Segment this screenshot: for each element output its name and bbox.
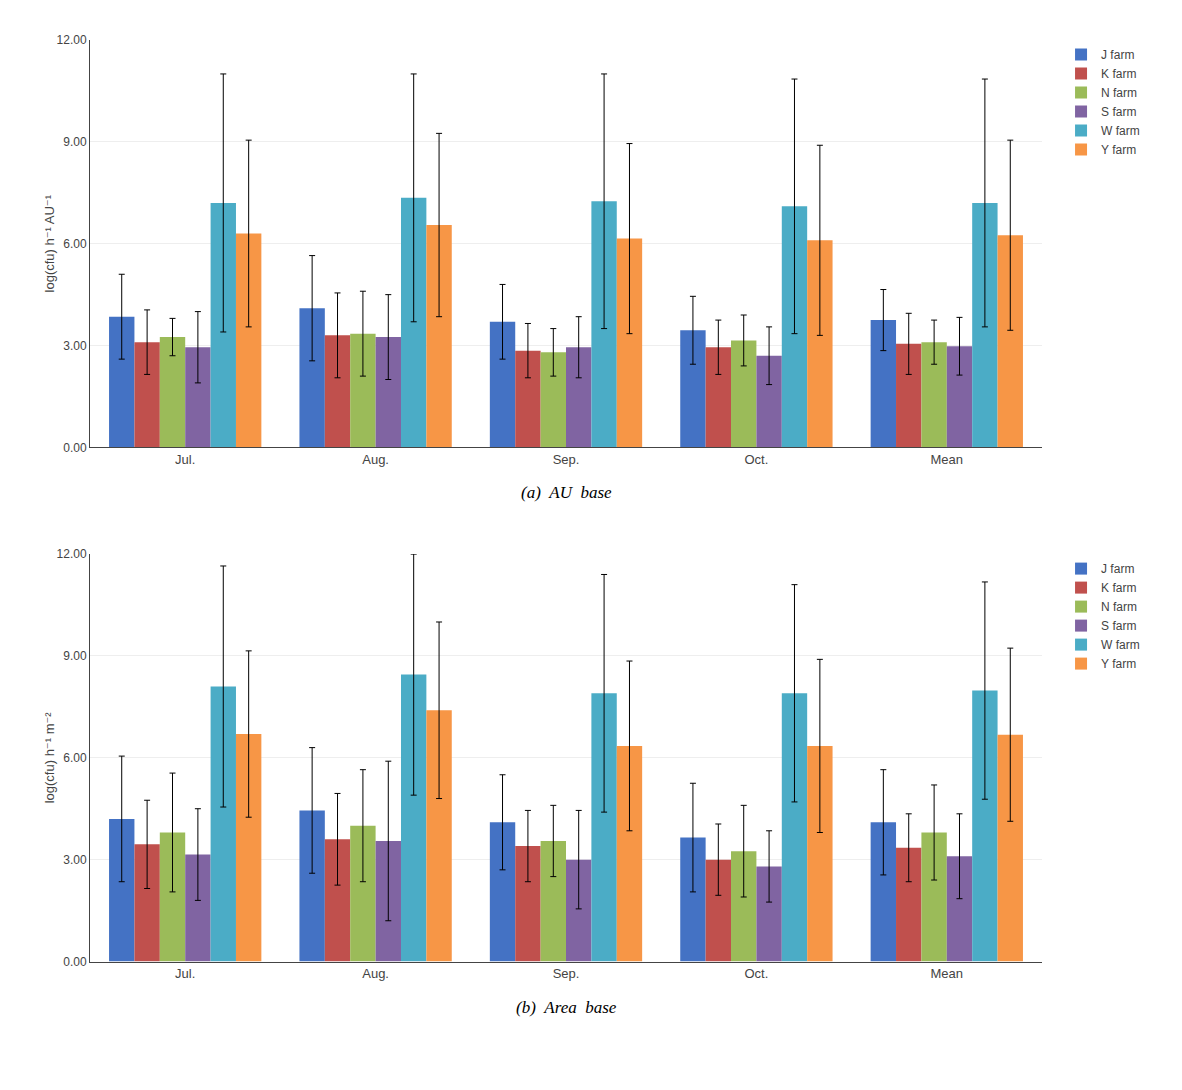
svg-text:9.00: 9.00: [63, 135, 87, 149]
svg-text:N farm: N farm: [1101, 600, 1137, 614]
svg-text:Sep.: Sep.: [553, 966, 580, 981]
svg-text:12.00: 12.00: [57, 547, 87, 561]
svg-text:W farm: W farm: [1101, 638, 1140, 652]
svg-text:Oct.: Oct.: [744, 452, 768, 467]
svg-text:(a) AU base: (a) AU base: [521, 483, 612, 502]
svg-text:12.00: 12.00: [57, 33, 87, 47]
svg-text:S farm: S farm: [1101, 105, 1136, 119]
svg-text:log(cfu) h⁻¹ AU⁻¹: log(cfu) h⁻¹ AU⁻¹: [42, 194, 57, 292]
svg-text:3.00: 3.00: [63, 339, 87, 353]
svg-text:Jul.: Jul.: [175, 452, 195, 467]
svg-text:J farm: J farm: [1101, 562, 1134, 576]
svg-text:Y farm: Y farm: [1101, 657, 1136, 671]
svg-text:log(cfu) h⁻¹ m⁻²: log(cfu) h⁻¹ m⁻²: [42, 712, 57, 804]
svg-text:Y farm: Y farm: [1101, 143, 1136, 157]
svg-text:Sep.: Sep.: [553, 452, 580, 467]
svg-text:0.00: 0.00: [63, 955, 87, 969]
svg-text:Oct.: Oct.: [744, 966, 768, 981]
svg-text:9.00: 9.00: [63, 649, 87, 663]
svg-text:Jul.: Jul.: [175, 966, 195, 981]
svg-text:0.00: 0.00: [63, 441, 87, 455]
svg-text:J farm: J farm: [1101, 48, 1134, 62]
svg-text:S farm: S farm: [1101, 619, 1136, 633]
svg-text:6.00: 6.00: [63, 237, 87, 251]
svg-text:Mean: Mean: [931, 966, 964, 981]
svg-text:(b) Area base: (b) Area base: [516, 998, 617, 1017]
svg-text:Aug.: Aug.: [362, 452, 389, 467]
svg-text:K farm: K farm: [1101, 67, 1136, 81]
svg-text:K farm: K farm: [1101, 581, 1136, 595]
svg-text:W farm: W farm: [1101, 124, 1140, 138]
svg-text:6.00: 6.00: [63, 751, 87, 765]
svg-text:3.00: 3.00: [63, 853, 87, 867]
svg-text:Mean: Mean: [931, 452, 964, 467]
svg-text:N farm: N farm: [1101, 86, 1137, 100]
svg-text:Aug.: Aug.: [362, 966, 389, 981]
